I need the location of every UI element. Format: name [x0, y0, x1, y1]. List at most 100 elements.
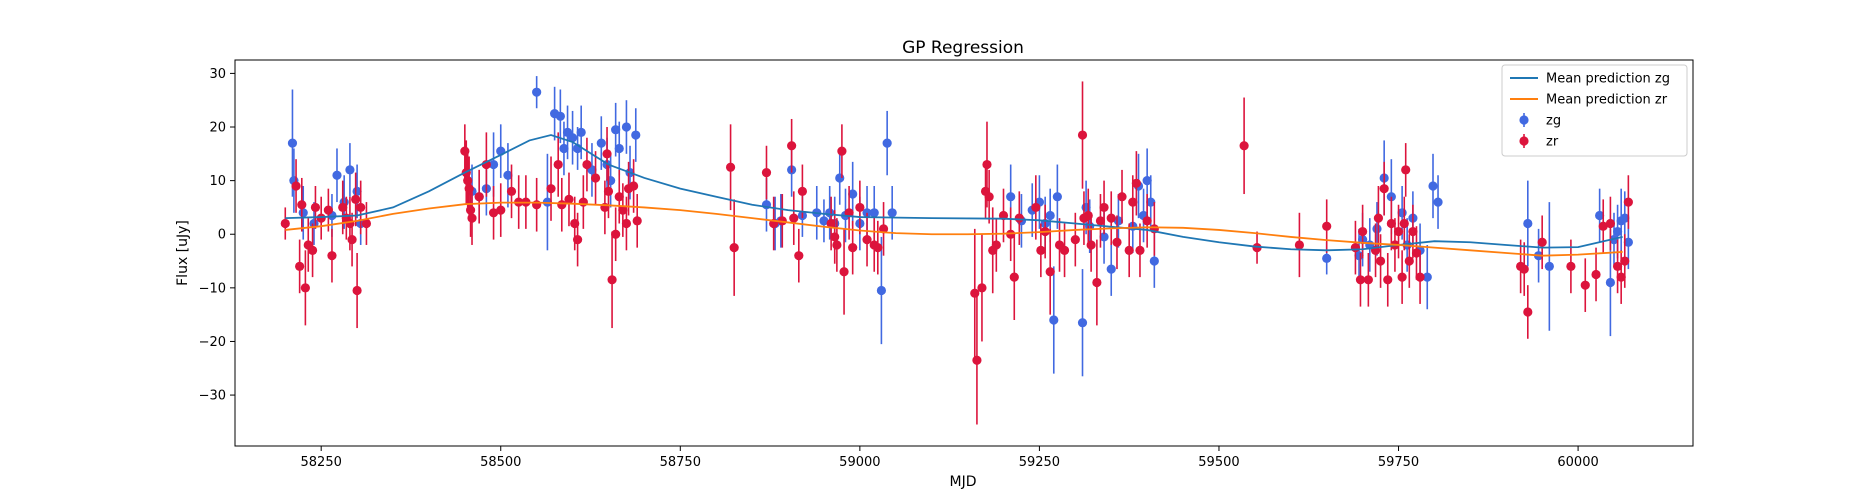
zr-point-70 — [862, 234, 872, 245]
zg-point-94 — [1620, 213, 1630, 223]
zg-point-95 — [1623, 237, 1633, 247]
zg-point-19 — [555, 111, 565, 121]
zr-point-138 — [1591, 269, 1601, 280]
zg-point-5 — [332, 170, 342, 180]
zr-point-62 — [826, 218, 836, 229]
zg-point-90 — [1605, 277, 1616, 288]
zr-point-75 — [972, 355, 982, 365]
zg-point-33 — [631, 130, 641, 140]
zr-point-27 — [488, 208, 499, 218]
zr-point-22 — [464, 184, 474, 194]
zg-point-85 — [1433, 197, 1443, 207]
zr-point-115 — [1358, 226, 1368, 237]
zr-point-6 — [307, 245, 318, 255]
zr-point-92 — [1070, 234, 1080, 245]
y-axis-label: Flux [uJy] — [175, 220, 191, 286]
zr-point-124 — [1393, 226, 1404, 237]
zr-point-101 — [1112, 237, 1122, 247]
zg-point-64 — [1106, 264, 1116, 274]
zr-point-43 — [602, 149, 612, 159]
zr-point-91 — [1059, 245, 1070, 255]
zr-point-134 — [1523, 307, 1533, 317]
zg-point-89 — [1595, 210, 1605, 221]
zr-point-64 — [832, 240, 842, 250]
zr-point-104 — [1128, 197, 1138, 207]
zr-point-142 — [1616, 272, 1626, 282]
zr-point-38 — [572, 234, 583, 245]
zr-point-55 — [761, 167, 772, 178]
zr-point-61 — [797, 186, 807, 196]
zr-point-63 — [830, 232, 840, 242]
zg-point-29 — [611, 125, 621, 135]
zr-point-116 — [1363, 275, 1373, 285]
legend-label-0: Mean prediction zg — [1546, 72, 1670, 87]
x-tick-label-5: 59500 — [1198, 455, 1239, 470]
zr-point-140 — [1605, 218, 1616, 229]
plot-frame — [234, 59, 1694, 447]
zr-point-57 — [777, 216, 787, 226]
zr-point-40 — [582, 159, 592, 170]
zr-point-60 — [794, 251, 804, 261]
zg-point-22 — [567, 133, 578, 143]
zr-point-58 — [787, 141, 797, 151]
zg-point-72 — [1322, 253, 1332, 263]
zr-point-127 — [1401, 165, 1411, 175]
zr-point-21 — [463, 176, 473, 186]
zr-point-85 — [1014, 213, 1024, 223]
zg-point-65 — [1113, 216, 1124, 226]
zg-point-58 — [1049, 315, 1059, 325]
zr-point-126 — [1399, 218, 1409, 229]
x-tick-label-1: 58500 — [480, 455, 521, 470]
zg-point-59 — [1052, 192, 1062, 202]
zr-point-54 — [729, 243, 739, 253]
zr-point-99 — [1099, 202, 1109, 213]
zr-point-72 — [873, 243, 883, 253]
zr-point-112 — [1322, 221, 1332, 231]
zr-point-23 — [465, 205, 476, 215]
zr-point-106 — [1135, 245, 1145, 255]
zr-point-133 — [1519, 264, 1529, 274]
zr-point-121 — [1383, 275, 1393, 285]
x-axis-label: MJD — [950, 474, 977, 490]
legend-entry-2: zg — [1519, 113, 1561, 129]
zr-point-81 — [991, 240, 1001, 250]
y-tick-label-0: −30 — [199, 389, 226, 404]
zg-point-0 — [287, 138, 298, 148]
zr-point-137 — [1580, 280, 1590, 290]
zr-point-10 — [327, 251, 337, 261]
y-tick-label-6: 30 — [209, 67, 226, 82]
zr-point-4 — [300, 283, 310, 293]
zr-point-129 — [1408, 226, 1418, 237]
zr-point-131 — [1415, 272, 1425, 282]
y-tick-label-5: 20 — [209, 121, 226, 136]
x-tick-label-0: 58250 — [301, 455, 342, 470]
zr-point-78 — [982, 159, 992, 170]
zr-point-14 — [347, 234, 357, 245]
zr-point-100 — [1106, 213, 1116, 223]
zg-point-48 — [869, 208, 879, 218]
zg-point-63 — [1099, 232, 1109, 242]
zr-point-128 — [1404, 256, 1414, 266]
zr-point-82 — [998, 210, 1009, 221]
zr-point-65 — [837, 146, 847, 156]
zg-point-43 — [835, 173, 845, 183]
legend-entry-0: Mean prediction zg — [1510, 72, 1670, 87]
zr-point-122 — [1386, 218, 1396, 229]
zg-point-40 — [819, 216, 829, 226]
zr-point-141 — [1612, 261, 1623, 272]
zg-point-57 — [1045, 210, 1055, 221]
x-tick-label-4: 59250 — [1019, 455, 1060, 470]
zg-point-15 — [503, 170, 513, 180]
zr-point-87 — [1036, 245, 1046, 255]
zr-point-48 — [618, 205, 628, 215]
zr-point-0 — [280, 218, 290, 229]
zr-point-97 — [1092, 277, 1102, 288]
zg-point-13 — [488, 159, 499, 170]
zr-point-74 — [970, 288, 980, 298]
zr-point-1 — [291, 181, 301, 191]
series-zg — [287, 76, 1633, 377]
zg-point-76 — [1372, 224, 1382, 234]
zr-point-11 — [338, 202, 348, 213]
zg-point-92 — [1612, 226, 1623, 237]
